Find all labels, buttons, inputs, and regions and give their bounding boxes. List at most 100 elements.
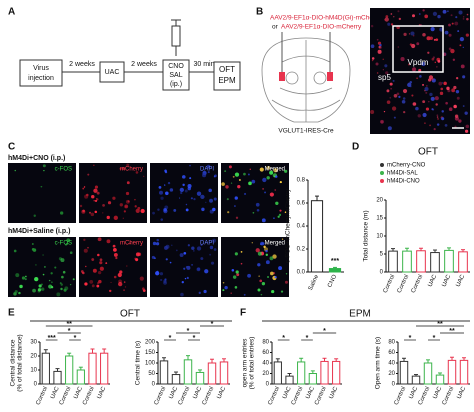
- cell: [201, 207, 205, 212]
- y-tick-label: 0.2: [297, 247, 306, 253]
- cell: [238, 179, 241, 182]
- channel-label: Merged: [265, 241, 285, 247]
- x-tick-label: Control: [383, 274, 397, 294]
- cell: [419, 13, 421, 15]
- cell: [273, 217, 275, 219]
- cell: [403, 111, 406, 114]
- y-tick-label: 5: [380, 252, 384, 258]
- cell: [455, 77, 459, 80]
- cell: [284, 211, 287, 214]
- cell: [208, 188, 212, 193]
- cell: [40, 283, 43, 286]
- cell: [167, 181, 171, 185]
- cell: [113, 275, 117, 279]
- cell: [265, 249, 268, 253]
- cell: [135, 252, 140, 257]
- x-tick-label: UAC: [282, 385, 293, 400]
- cell: [438, 81, 443, 86]
- cell: [425, 91, 428, 94]
- cell: [210, 261, 215, 265]
- cell: [117, 272, 122, 278]
- cell: [424, 14, 429, 19]
- bar: [430, 252, 440, 273]
- cell: [402, 88, 408, 94]
- cell: [209, 253, 212, 256]
- cell: [173, 208, 177, 212]
- cell: [156, 270, 159, 273]
- cell: [270, 271, 274, 276]
- cell: [398, 95, 401, 98]
- bar: [308, 373, 317, 385]
- y-tick-label: 20: [388, 371, 395, 377]
- chart-title: OFT: [418, 147, 438, 158]
- cell: [431, 108, 434, 111]
- cell: [462, 105, 465, 107]
- legend-marker: [380, 163, 384, 167]
- cell: [185, 265, 189, 269]
- y-axis-label: open arm entries: [242, 338, 249, 388]
- significance-label: *: [68, 328, 71, 335]
- cell: [400, 57, 405, 62]
- cell: [444, 30, 449, 35]
- cell: [434, 61, 437, 64]
- cell: [251, 179, 256, 184]
- cell: [203, 289, 207, 294]
- cell: [157, 208, 160, 211]
- cell: [458, 10, 463, 15]
- cell: [44, 266, 46, 268]
- cell: [186, 276, 189, 279]
- channel-label: mCherry: [120, 241, 143, 247]
- cell: [19, 284, 23, 289]
- cell: [448, 47, 452, 51]
- x-tick-label: UAC: [329, 385, 340, 400]
- cell: [393, 93, 398, 98]
- cell: [123, 210, 126, 213]
- cell: [457, 30, 460, 33]
- channel-label: c-FOS: [55, 167, 72, 173]
- cell: [165, 258, 168, 261]
- cell: [227, 211, 230, 214]
- cell: [258, 275, 261, 278]
- panel-label: F: [240, 308, 246, 319]
- cell: [14, 169, 16, 172]
- cell: [403, 32, 407, 37]
- cell: [446, 86, 450, 91]
- cell: [72, 278, 75, 281]
- cell: [224, 170, 227, 173]
- cell: [411, 43, 416, 49]
- cell: [436, 116, 439, 118]
- cell: [412, 14, 416, 18]
- cell: [262, 177, 267, 183]
- cell: [160, 196, 164, 200]
- cell: [425, 107, 430, 111]
- cell: [451, 88, 456, 93]
- cell: [371, 57, 375, 60]
- cell: [429, 92, 433, 97]
- y-tick-label: 40: [262, 361, 269, 367]
- cell: [431, 57, 435, 61]
- bar: [459, 359, 469, 385]
- x-tick-label: UAC: [97, 385, 108, 400]
- cell: [160, 218, 164, 221]
- cell: [251, 242, 253, 244]
- panel-label: B: [256, 7, 263, 18]
- cell: [62, 270, 66, 274]
- cell: [278, 213, 282, 216]
- cell: [434, 96, 439, 101]
- cell: [24, 278, 27, 281]
- x-tick-label: UAC: [432, 385, 443, 400]
- cell: [97, 253, 100, 257]
- cell: [397, 10, 400, 13]
- cell: [182, 183, 185, 187]
- cell: [261, 218, 266, 223]
- cell: [54, 266, 57, 269]
- significance-label: **: [437, 321, 443, 328]
- cell: [158, 186, 162, 189]
- cell: [98, 279, 102, 284]
- bar: [444, 249, 454, 273]
- cell: [248, 181, 252, 186]
- cell: [455, 16, 458, 19]
- y-tick-label: 200: [145, 340, 156, 346]
- cell: [51, 281, 53, 284]
- cell: [213, 197, 217, 201]
